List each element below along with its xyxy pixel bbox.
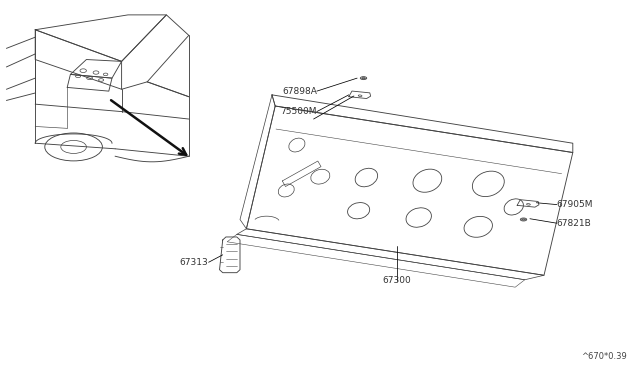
Text: 67300: 67300 xyxy=(383,276,411,285)
Text: 67905M: 67905M xyxy=(557,200,593,209)
Text: 67898A: 67898A xyxy=(282,87,317,96)
Text: ^670*0.39: ^670*0.39 xyxy=(582,352,627,361)
Text: 67313: 67313 xyxy=(179,258,208,267)
Text: 75500M: 75500M xyxy=(280,107,317,116)
Text: 67821B: 67821B xyxy=(557,219,591,228)
